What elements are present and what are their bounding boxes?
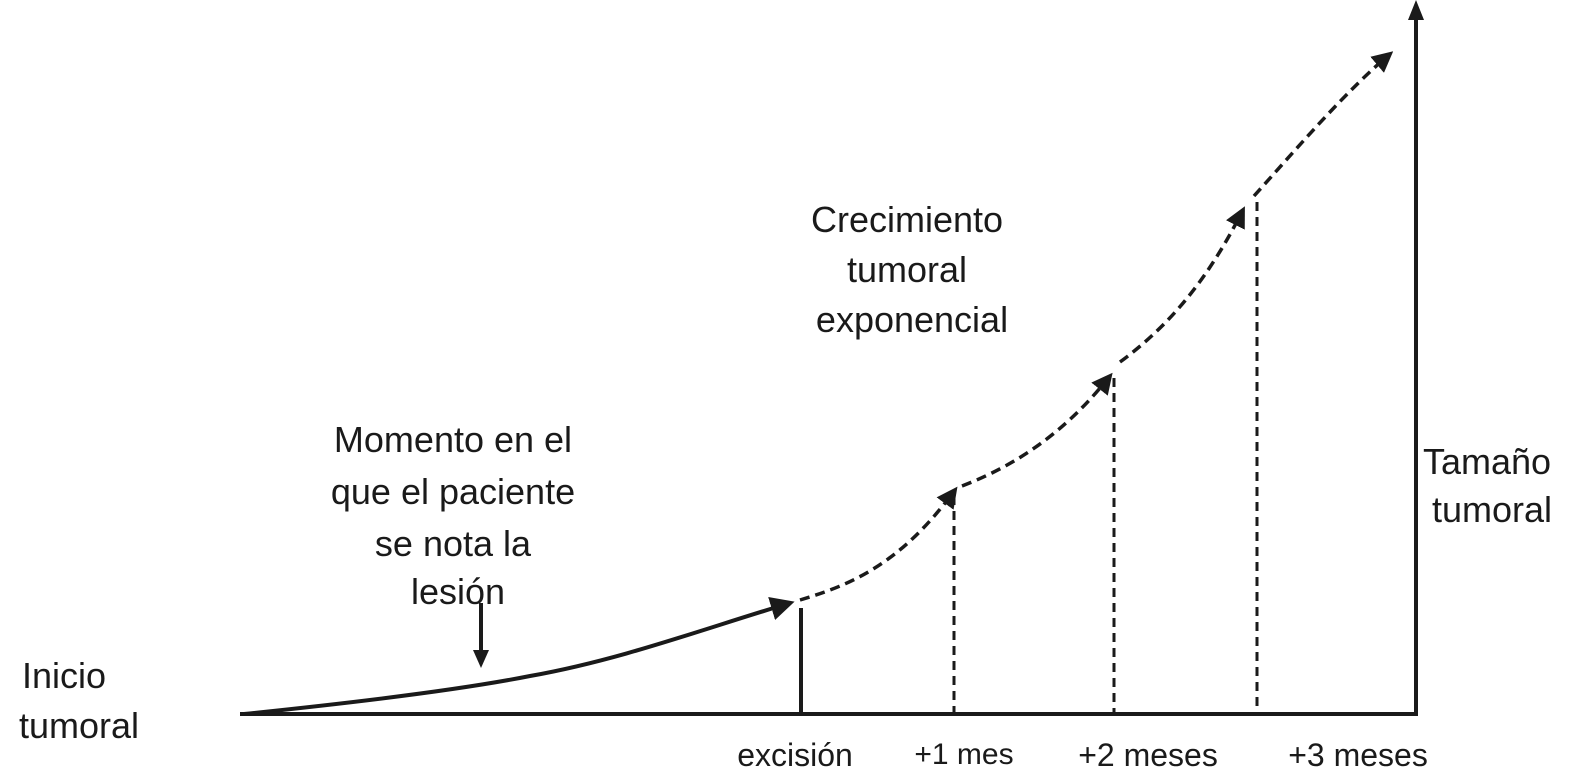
growth-curve-solid — [243, 597, 795, 716]
growth-curve-dashed-4 — [1252, 51, 1394, 198]
growth-curve-dashed-1 — [799, 486, 958, 602]
tick-month-3: +3 meses — [1288, 737, 1428, 773]
tick-month-1: +1 mes — [914, 738, 1013, 771]
tick-excision: excisión — [737, 737, 853, 773]
inicio-label: Inicio tumoral — [19, 655, 139, 746]
tamano-label: Tamaño tumoral — [1423, 441, 1561, 530]
tick-month-2: +2 meses — [1078, 737, 1218, 773]
notice-arrow-head — [473, 650, 489, 668]
momento-label: Momento en el que el paciente se nota la… — [331, 419, 585, 612]
crecimiento-label: Crecimiento tumoral exponencial — [811, 199, 1013, 340]
growth-curve-dashed-3 — [1118, 206, 1245, 364]
growth-curve-dashed-2 — [961, 372, 1113, 488]
size-axis-arrowhead — [1408, 0, 1424, 20]
